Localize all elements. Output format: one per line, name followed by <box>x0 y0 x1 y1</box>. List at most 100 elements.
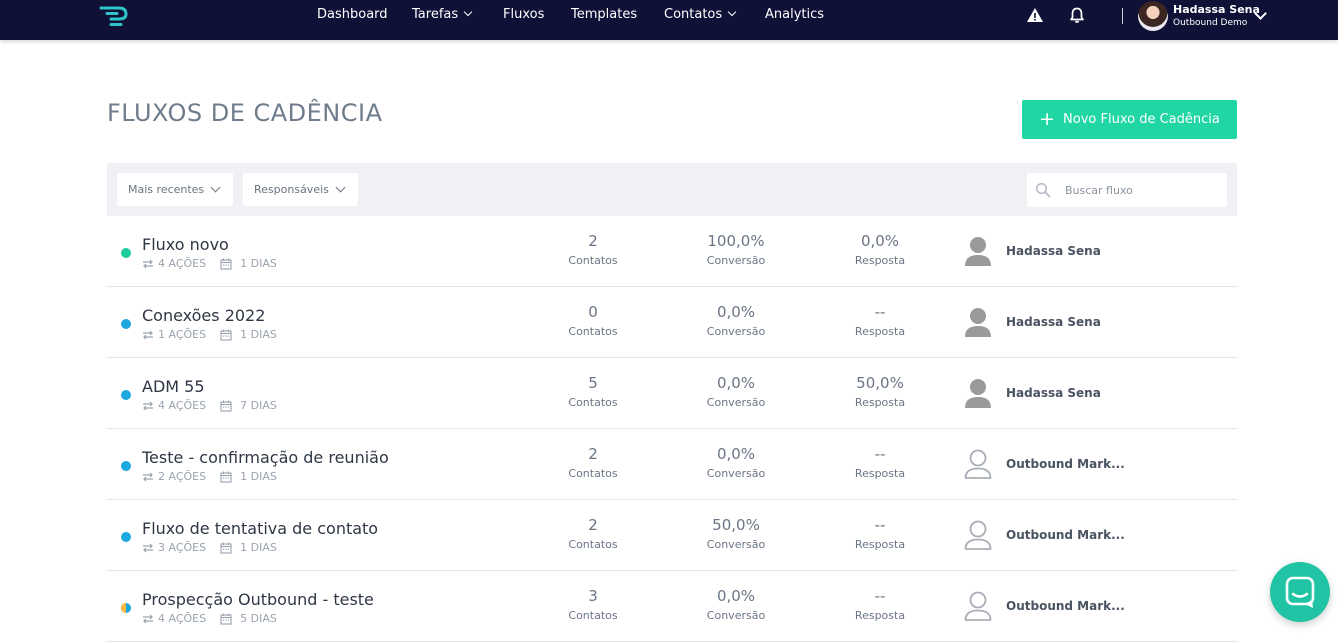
flow-days: 1 DIAS <box>240 257 277 270</box>
response-value: -- <box>874 445 886 463</box>
nav-tarefas-label: Tarefas <box>412 7 459 22</box>
response-stat: -- Resposta <box>825 515 935 552</box>
flow-name[interactable]: Prospecção Outbound - teste <box>142 590 374 609</box>
nav-contatos[interactable]: Contatos <box>664 7 737 23</box>
flow-days: 1 DIAS <box>240 470 277 483</box>
response-label: Resposta <box>854 254 906 267</box>
user-avatar-icon <box>965 308 991 337</box>
contacts-value: 3 <box>588 587 598 605</box>
nav-analytics[interactable]: Analytics <box>765 7 824 23</box>
conversion-stat: 0,0% Conversão <box>681 586 791 623</box>
user-name[interactable]: Hadassa Sena <box>1173 3 1260 16</box>
calendar-icon <box>220 400 232 412</box>
contacts-value: 0 <box>588 303 598 321</box>
calendar-icon <box>220 542 232 554</box>
chat-icon <box>1285 576 1315 608</box>
flow-actions: 4 AÇÕES <box>158 612 207 625</box>
status-dot <box>121 532 131 542</box>
flow-name[interactable]: Conexões 2022 <box>142 306 266 325</box>
conversion-stat: 0,0% Conversão <box>681 302 791 339</box>
bell-icon[interactable] <box>1068 6 1086 24</box>
owner-name: Outbound Mark... <box>1006 457 1125 471</box>
response-value: -- <box>874 303 886 321</box>
contacts-label: Contatos <box>568 609 618 622</box>
chevron-down-icon <box>335 182 346 193</box>
contacts-stat: 5 Contatos <box>538 373 648 410</box>
response-value: -- <box>874 587 886 605</box>
search-input[interactable] <box>1065 173 1220 207</box>
flow-row[interactable]: Teste - confirmação de reunião 2 AÇÕES 1 D… <box>107 429 1237 500</box>
contacts-label: Contatos <box>568 396 618 409</box>
response-label: Resposta <box>854 538 906 551</box>
response-label: Resposta <box>854 609 906 622</box>
nav-dashboard[interactable]: Dashboard <box>317 7 388 23</box>
conversion-stat: 0,0% Conversão <box>681 444 791 481</box>
conversion-label: Conversão <box>706 467 766 480</box>
flow-name[interactable]: ADM 55 <box>142 377 205 396</box>
response-stat: -- Resposta <box>825 586 935 623</box>
flow-meta: 3 AÇÕES 1 DIAS <box>142 541 277 554</box>
user-avatar-icon <box>965 379 991 408</box>
chevron-down-icon <box>727 7 737 17</box>
nav-tarefas[interactable]: Tarefas <box>412 7 473 23</box>
chat-support-button[interactable] <box>1270 562 1330 622</box>
actions-icon <box>143 330 153 339</box>
flow-meta: 1 AÇÕES 1 DIAS <box>142 328 277 341</box>
flow-row[interactable]: ADM 55 4 AÇÕES 7 DIAS 5 Contatos 0,0% Conversã… <box>107 358 1237 429</box>
nav-fluxos[interactable]: Fluxos <box>503 7 544 23</box>
new-flow-button[interactable]: + Novo Fluxo de Cadência <box>1022 100 1237 139</box>
flow-days: 1 DIAS <box>240 328 277 341</box>
nav-dashboard-label: Dashboard <box>317 7 388 22</box>
conversion-value: 0,0% <box>716 587 756 605</box>
user-org[interactable]: Outbound Demo <box>1173 18 1248 28</box>
conversion-value: 0,0% <box>716 374 756 392</box>
status-dot <box>121 603 131 613</box>
calendar-icon <box>220 258 232 270</box>
contacts-label: Contatos <box>568 325 618 338</box>
flow-row[interactable]: Fluxo de tentativa de contato 3 AÇÕES 1 DI… <box>107 500 1237 571</box>
sort-dropdown[interactable]: Mais recentes <box>117 173 233 206</box>
flow-row[interactable]: Conexões 2022 1 AÇÕES 1 DIAS 0 Contatos 0,0% C… <box>107 287 1237 358</box>
owner-name: Outbound Mark... <box>1006 528 1125 542</box>
conversion-label: Conversão <box>706 609 766 622</box>
calendar-icon <box>220 329 232 341</box>
logo-icon[interactable] <box>99 5 129 27</box>
warning-icon[interactable] <box>1026 6 1044 24</box>
flow-name[interactable]: Fluxo novo <box>142 235 229 254</box>
conversion-label: Conversão <box>706 254 766 267</box>
response-value: 0,0% <box>860 232 900 250</box>
flow-row[interactable]: Fluxo novo 4 AÇÕES 1 DIAS 2 Contatos 100,0% Co… <box>107 216 1237 287</box>
contacts-value: 2 <box>588 232 598 250</box>
owner-dropdown[interactable]: Responsáveis <box>243 173 358 206</box>
page-title: FLUXOS DE CADÊNCIA <box>107 99 383 127</box>
chevron-down-icon <box>210 182 221 193</box>
flow-name[interactable]: Fluxo de tentativa de contato <box>142 519 379 538</box>
actions-icon <box>143 543 153 552</box>
flow-name[interactable]: Teste - confirmação de reunião <box>142 448 389 467</box>
plus-icon: + <box>1039 107 1056 130</box>
chevron-down-icon <box>463 7 473 17</box>
response-value: -- <box>874 516 886 534</box>
nav-contatos-label: Contatos <box>664 7 723 22</box>
flow-actions: 4 AÇÕES <box>158 399 207 412</box>
user-avatar[interactable] <box>1138 1 1168 31</box>
flow-row[interactable]: Prospecção Outbound - teste 4 AÇÕES 5 DIAS… <box>107 571 1237 642</box>
status-dot <box>121 390 131 400</box>
status-dot <box>121 319 131 329</box>
conversion-label: Conversão <box>706 396 766 409</box>
nav-analytics-label: Analytics <box>765 7 825 22</box>
response-label: Resposta <box>854 325 906 338</box>
user-outline-icon <box>964 520 992 550</box>
calendar-icon <box>220 471 232 483</box>
search-box[interactable] <box>1027 173 1227 207</box>
owner-name: Hadassa Sena <box>1006 386 1101 400</box>
owner-dropdown-label: Responsáveis <box>254 183 329 196</box>
actions-icon <box>143 472 153 481</box>
conversion-value: 0,0% <box>716 303 756 321</box>
conversion-stat: 100,0% Conversão <box>681 231 791 268</box>
flow-meta: 2 AÇÕES 1 DIAS <box>142 470 277 483</box>
filter-bar: Mais recentes Responsáveis <box>107 163 1237 216</box>
response-stat: 50,0% Resposta <box>825 373 935 410</box>
nav-templates[interactable]: Templates <box>571 7 637 23</box>
flow-days: 5 DIAS <box>240 612 277 625</box>
